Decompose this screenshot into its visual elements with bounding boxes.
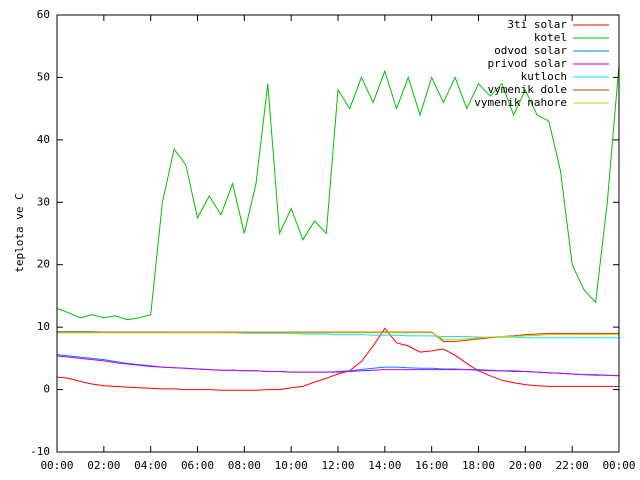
x-tick-label: 16:00 <box>415 459 448 472</box>
series-line <box>56 355 620 377</box>
y-tick-label: 30 <box>37 195 50 208</box>
x-tick-label: 12:00 <box>321 459 354 472</box>
legend-label: vymenik dole <box>488 83 567 96</box>
y-tick-label: 10 <box>37 320 50 333</box>
series-line <box>57 331 619 342</box>
legend-label: kotel <box>534 31 567 44</box>
legend-label: kutloch <box>521 70 567 83</box>
y-tick-label: 50 <box>37 70 50 83</box>
plot-frame <box>56 14 620 453</box>
legend-label: 3ti solar <box>507 18 567 31</box>
x-tick-label: 18:00 <box>462 459 495 472</box>
series-line <box>56 64 620 321</box>
y-tick-label: -10 <box>30 445 50 458</box>
x-tick-label: 22:00 <box>556 459 589 472</box>
x-tick-label: 04:00 <box>134 459 167 472</box>
y-tick-label: 60 <box>37 8 50 21</box>
y-tick-label: 20 <box>37 258 50 271</box>
legend-label: privod solar <box>488 57 568 70</box>
series-line <box>57 332 619 341</box>
y-tick-label: 40 <box>37 133 50 146</box>
y-tick-label: 0 <box>43 383 50 396</box>
x-tick-label: 20:00 <box>509 459 542 472</box>
x-tick-label: 08:00 <box>228 459 261 472</box>
x-tick-label: 14:00 <box>368 459 401 472</box>
legend-label: vymenik nahore <box>474 96 567 109</box>
x-tick-label: 10:00 <box>275 459 308 472</box>
x-tick-label: 06:00 <box>181 459 214 472</box>
series-line <box>56 327 619 391</box>
x-tick-label: 02:00 <box>87 459 120 472</box>
y-axis-label: teplota ve C <box>13 193 26 272</box>
legend-label: odvod solar <box>494 44 567 57</box>
x-tick-label: 00:00 <box>602 459 635 472</box>
x-tick-label: 00:00 <box>40 459 73 472</box>
